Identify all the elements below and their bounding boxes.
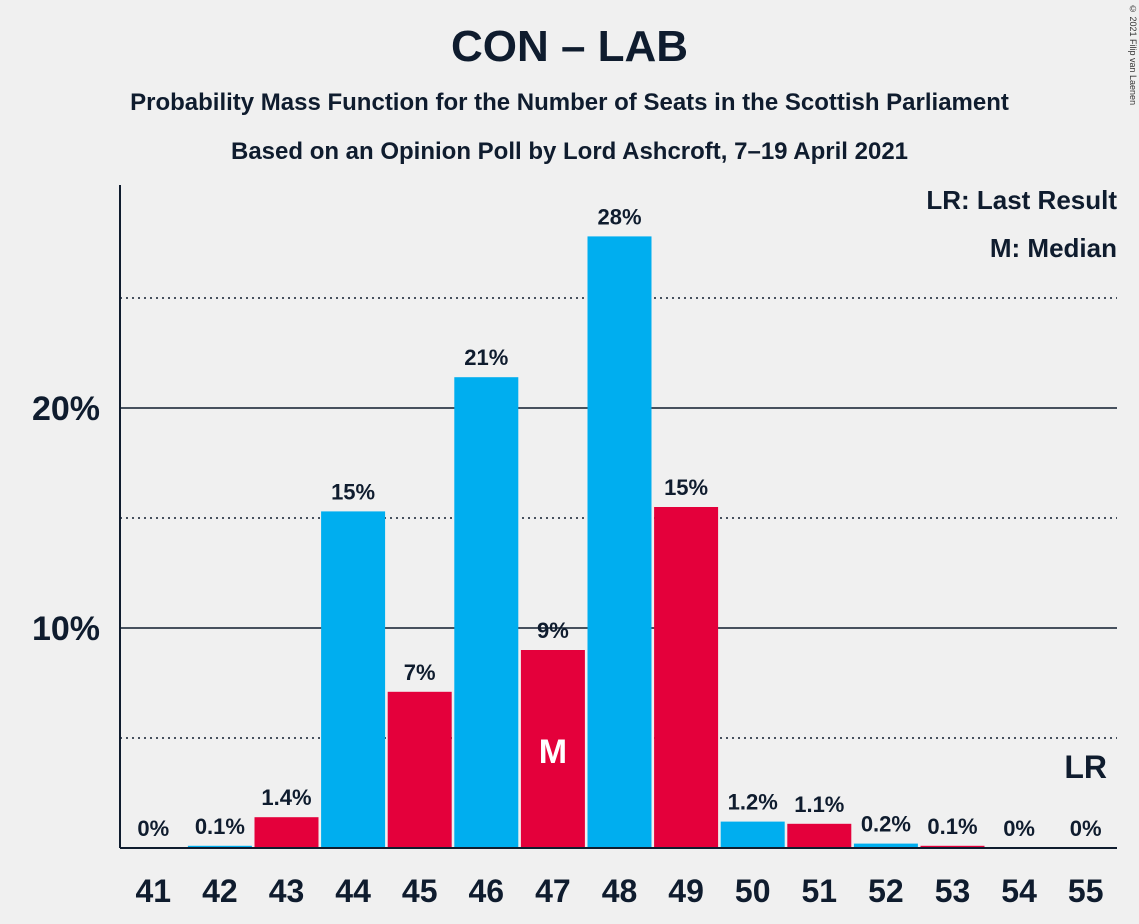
bar-value-label: 0.2% xyxy=(861,812,911,837)
x-tick-label: 46 xyxy=(469,873,505,909)
copyright-notice: © 2021 Filip van Laenen xyxy=(1128,4,1138,106)
x-tick-label: 54 xyxy=(1001,873,1037,909)
median-marker: M xyxy=(539,733,567,771)
x-tick-label: 55 xyxy=(1068,873,1104,909)
chart-title: CON – LAB xyxy=(450,22,689,71)
x-tick-label: 45 xyxy=(402,873,438,909)
bar-value-label: 15% xyxy=(664,475,708,500)
x-tick-label: 42 xyxy=(202,873,238,909)
x-tick-label: 48 xyxy=(602,873,638,909)
bar-seats-44 xyxy=(321,511,386,848)
bar-seats-51 xyxy=(787,823,852,848)
x-tick-label: 49 xyxy=(668,873,704,909)
bar-seats-50 xyxy=(720,821,785,848)
bar-value-label: 1.1% xyxy=(794,792,844,817)
bar-value-label: 15% xyxy=(331,479,375,504)
chart-subtitle: Probability Mass Function for the Number… xyxy=(130,89,1009,116)
x-tick-label: 52 xyxy=(868,873,904,909)
bar-value-label: 0% xyxy=(1003,816,1035,841)
bar-value-label: 0.1% xyxy=(927,814,977,839)
x-tick-label: 47 xyxy=(535,873,571,909)
bar-seats-46 xyxy=(454,377,519,848)
bar-seats-43 xyxy=(254,817,319,848)
bar-seats-47 xyxy=(520,650,585,848)
bar-seats-49 xyxy=(654,507,719,848)
bar-value-label: 21% xyxy=(464,345,508,370)
legend-last-result: LR: Last Result xyxy=(926,185,1117,215)
bar-seats-42 xyxy=(187,845,252,848)
legend-median: M: Median xyxy=(990,233,1117,263)
bar-value-label: 9% xyxy=(537,618,569,643)
x-tick-label: 50 xyxy=(735,873,771,909)
x-tick-label: 44 xyxy=(335,873,371,909)
axes: 10% 20% 41 42 43 44 45 46 47 48 49 50 51 52 53 54 55 xyxy=(32,185,1117,909)
bar-value-label: 0.1% xyxy=(195,814,245,839)
chart-subtitle-source: Based on an Opinion Poll by Lord Ashcrof… xyxy=(230,138,909,165)
bar-seats-53 xyxy=(920,845,985,848)
bar-value-label: 1.2% xyxy=(728,790,778,815)
y-tick-label: 10% xyxy=(32,610,100,648)
bar-seats-52 xyxy=(853,843,918,848)
bar-value-label: 7% xyxy=(404,660,436,685)
bars xyxy=(187,236,985,848)
bar-seats-48 xyxy=(587,236,652,848)
y-tick-label: 20% xyxy=(32,390,100,428)
x-tick-label: 43 xyxy=(269,873,305,909)
bar-value-label: 0% xyxy=(1070,816,1102,841)
bar-value-label: 0% xyxy=(137,816,169,841)
bar-value-label: 1.4% xyxy=(261,785,311,810)
last-result-marker: LR xyxy=(1064,749,1107,785)
x-tick-label: 51 xyxy=(802,873,838,909)
bar-labels: 0% 0.1% 1.4% 15% 7% 21% 9% M 28% 15% 1.2% 1.1% 0.2% 0… xyxy=(137,204,1107,841)
x-tick-label: 53 xyxy=(935,873,971,909)
bar-seats-45 xyxy=(387,691,452,848)
bar-value-label: 28% xyxy=(597,204,641,229)
x-tick-label: 41 xyxy=(136,873,172,909)
legend: LR: Last Result M: Median xyxy=(926,185,1117,263)
